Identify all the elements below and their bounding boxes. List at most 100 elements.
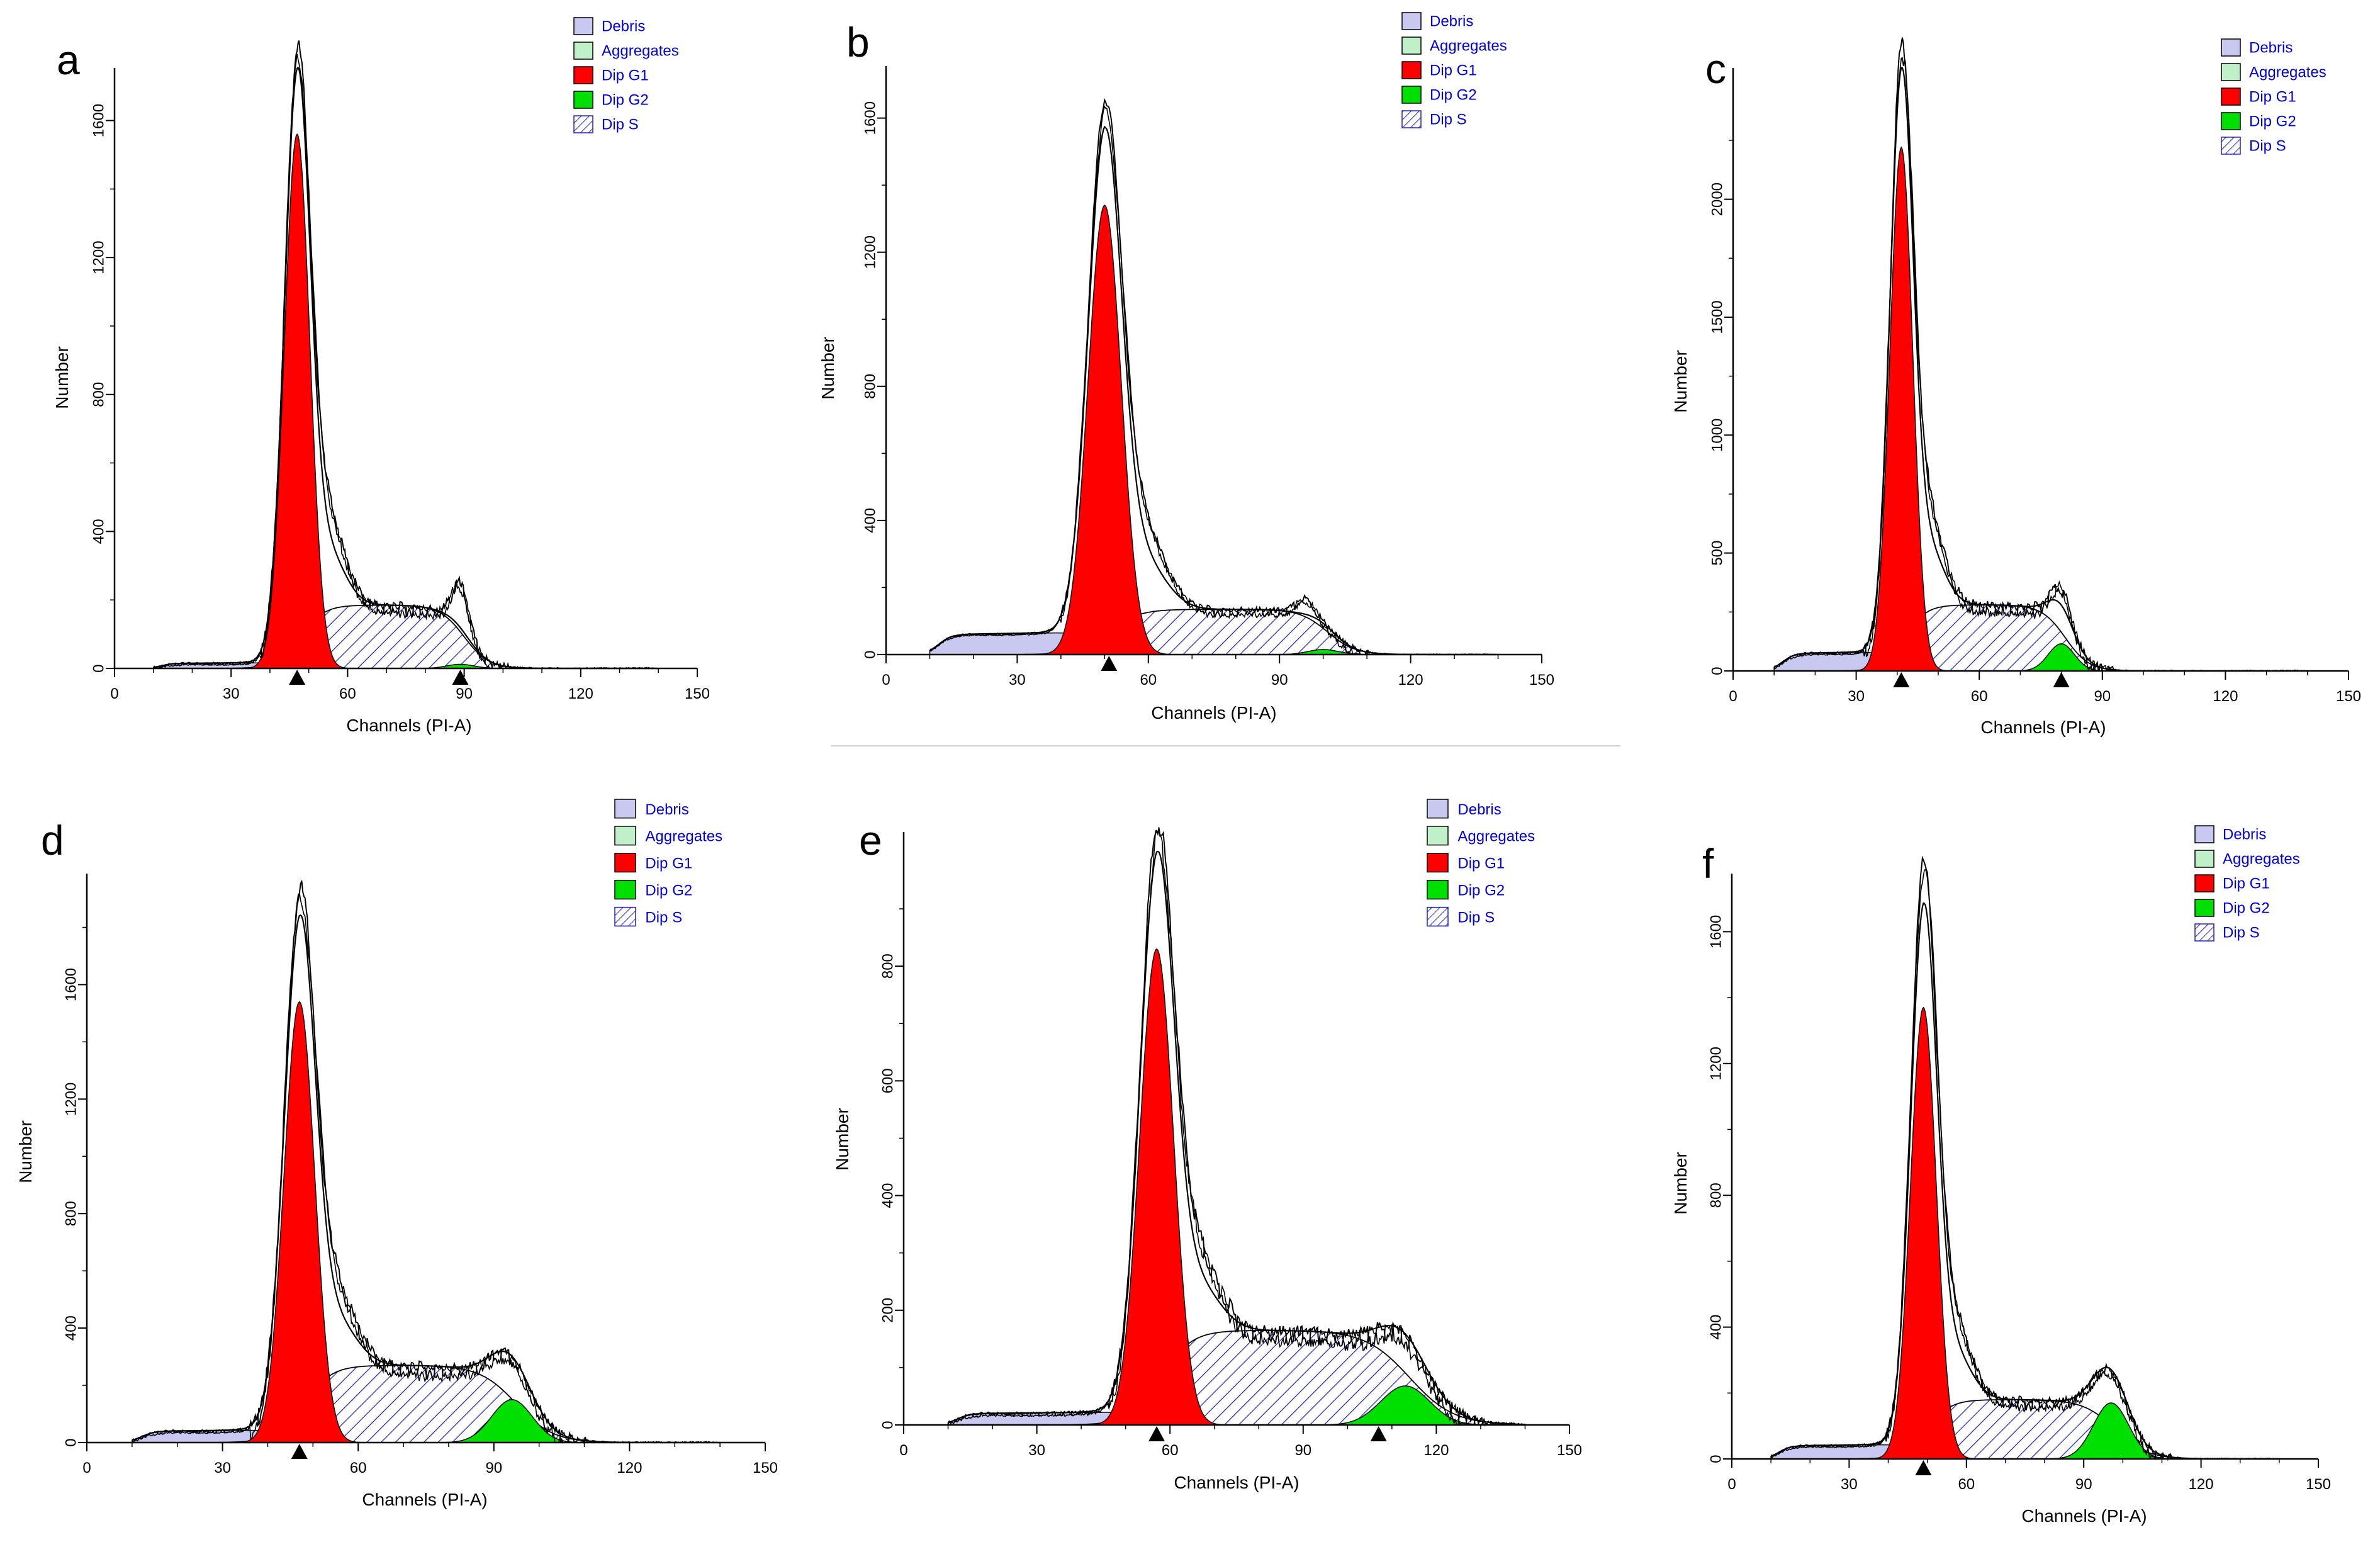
legend-swatch-debris [2194, 825, 2214, 843]
legend-swatch-g1 [2221, 87, 2241, 106]
peak-marker [289, 670, 306, 685]
panel-e: e Debris Aggregates Dip G1 Dip G2 Dip S 0 30 6… [833, 799, 1582, 1492]
x-tick-label: 90 [1294, 1442, 1311, 1459]
legend-label-s: Dip S [1430, 111, 1467, 128]
panel-c-x-axis-title: Channels (PI-A) [1980, 718, 2106, 737]
fitted-sum-curve [948, 850, 1525, 1426]
x-tick-label: 30 [223, 685, 240, 702]
panel-e-letter: e [859, 817, 882, 864]
panel-f-plot [1770, 855, 2279, 1475]
peak-marker [291, 1444, 308, 1459]
legend-label-aggregates: Aggregates [2249, 64, 2327, 81]
panel-a-x-axis-title: Channels (PI-A) [346, 716, 471, 735]
x-tick-label: 60 [1162, 1442, 1179, 1459]
histogram-trace-2 [1770, 869, 2279, 1461]
x-tick-label: 120 [568, 685, 593, 702]
legend-label-g2: Dip G2 [645, 882, 692, 899]
legend-swatch-g1 [2194, 874, 2214, 892]
histogram-trace-2 [132, 892, 721, 1444]
legend-swatch-s [1401, 110, 1422, 128]
g1-peak-area [1038, 205, 1171, 655]
y-tick-label: 400 [90, 519, 107, 544]
g1-peak-area [1855, 146, 1948, 672]
x-tick-label: 30 [1009, 672, 1026, 689]
x-tick-label: 120 [1398, 672, 1423, 689]
legend-swatch-aggregates [1401, 37, 1422, 55]
y-tick-label: 200 [879, 1298, 896, 1323]
panel-c-y-axis: 0 500 1000 1500 2000 [1709, 68, 1734, 675]
panel-b-letter: b [846, 19, 870, 65]
panel-d-plot [132, 880, 721, 1459]
g2-peak-area [1329, 1385, 1481, 1426]
x-tick-label: 90 [2075, 1476, 2092, 1493]
x-tick-label: 150 [1529, 672, 1554, 689]
legend-label-g2: Dip G2 [1430, 87, 1477, 104]
histogram-trace [132, 880, 721, 1444]
fitted-sum-curve [153, 66, 659, 670]
panel-a-y-axis: 0 400 800 1200 1600 [90, 68, 116, 673]
legend-label-s: Dip S [2223, 925, 2260, 942]
y-tick-label: 400 [62, 1315, 79, 1341]
legend-label-debris: Debris [602, 18, 645, 35]
legend-label-g1: Dip G1 [645, 855, 692, 872]
y-tick-label: 800 [90, 382, 107, 407]
y-tick-label: 0 [879, 1421, 896, 1429]
fitted-sum-curve [132, 914, 721, 1444]
y-tick-label: 0 [862, 650, 878, 658]
y-tick-label: 1200 [90, 240, 107, 274]
legend-swatch-g1 [1401, 61, 1422, 79]
panel-b-x-axis: 0 30 60 90 120 150 [882, 653, 1554, 689]
panel-f-x-axis-title: Channels (PI-A) [2021, 1506, 2147, 1526]
y-tick-label: 800 [879, 954, 896, 979]
fitted-sum-curve [1773, 67, 2308, 672]
legend-swatch-g2 [2194, 899, 2214, 917]
x-tick-label: 60 [1971, 688, 1988, 705]
panel-f-letter: f [1702, 840, 1714, 887]
fitted-sum-curve [929, 125, 1498, 656]
panel-f-x-axis: 0 30 60 90 120 150 [1727, 1458, 2331, 1493]
legend-swatch-g2 [1427, 879, 1449, 900]
legend-label-g1: Dip G1 [2249, 89, 2296, 106]
x-tick-label: 90 [456, 685, 473, 702]
legend-label-aggregates: Aggregates [645, 828, 722, 845]
panel-c-plot [1773, 37, 2308, 687]
panel-a-letter: a [57, 37, 80, 83]
legend-label-debris: Debris [1457, 801, 1501, 818]
legend-label-g2: Dip G2 [602, 92, 649, 109]
y-tick-label: 800 [862, 374, 878, 399]
y-tick-label: 0 [90, 664, 107, 672]
panel-e-y-axis: 0 200 400 600 800 [879, 832, 905, 1429]
panel-f-y-axis: 0 400 800 1200 1600 [1707, 874, 1733, 1463]
y-tick-label: 1200 [862, 235, 878, 269]
legend-label-s: Dip S [1457, 909, 1495, 926]
legend-swatch-s [1427, 906, 1449, 927]
x-tick-label: 30 [1028, 1442, 1045, 1459]
legend-label-debris: Debris [645, 801, 688, 818]
y-tick-label: 400 [1707, 1315, 1724, 1340]
legend-swatch-g2 [2221, 112, 2241, 130]
legend-label-g1: Dip G1 [602, 67, 649, 84]
y-tick-label: 0 [62, 1438, 79, 1446]
g1-peak-area [1092, 948, 1222, 1426]
peak-marker [452, 670, 469, 685]
panel-b-legend: Debris Aggregates Dip G1 Dip G2 Dip S [1401, 12, 1507, 128]
y-tick-label: 1000 [1709, 419, 1726, 452]
legend-swatch-aggregates [2221, 63, 2241, 81]
y-tick-label: 400 [879, 1183, 896, 1208]
x-tick-label: 0 [1729, 688, 1737, 705]
legend-label-debris: Debris [2249, 40, 2293, 57]
legend-swatch-aggregates [2194, 850, 2214, 868]
x-tick-label: 0 [899, 1442, 907, 1459]
x-tick-label: 90 [2094, 688, 2111, 705]
x-tick-label: 30 [214, 1460, 231, 1477]
y-tick-label: 1600 [90, 104, 107, 137]
x-tick-label: 120 [1423, 1442, 1449, 1459]
legend-swatch-debris [2221, 38, 2241, 57]
legend-swatch-debris [614, 799, 636, 819]
panel-d: d Debris Aggregates Dip G1 Dip G2 Dip S 0 30 6… [16, 799, 778, 1509]
panel-c-x-axis: 0 30 60 90 120 150 [1729, 670, 2361, 705]
panel-a-plot [152, 40, 659, 685]
peak-marker [1101, 656, 1118, 671]
panel-e-x-axis-title: Channels (PI-A) [1174, 1473, 1299, 1492]
